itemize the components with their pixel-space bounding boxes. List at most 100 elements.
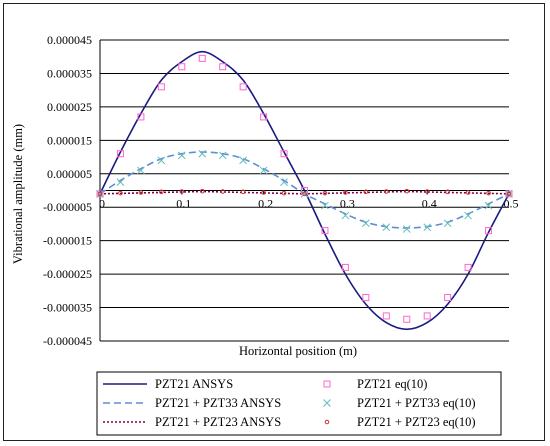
x-tick-label: 0.1 [176,197,191,211]
y-tick-label: -0.000045 [43,334,92,348]
data-point-pzt21-pzt33-eq-10 [198,149,207,158]
data-point-pzt21-eq-10 [116,150,124,158]
x-axis-title: Horizontal position (m) [239,344,357,358]
data-point-pzt21-pzt23-eq-10 [506,191,512,197]
data-point-pzt21-eq-10 [423,312,431,320]
data-point-pzt21-pzt33-eq-10 [137,166,145,175]
data-point-pzt21-pzt23-eq-10 [159,189,164,195]
x-tick-labels: 0 0.1 0.2 0.3 0.4 0.5 [99,197,519,211]
data-point-pzt21-pzt33-eq-10 [239,156,248,165]
legend-label-pzt21-pzt23-eq-10: PZT21 + PZT23 eq(10) [357,415,476,429]
data-point-pzt21-eq-10 [505,190,513,198]
series-markers-pzt21-pzt23-eq-10 [97,188,512,197]
data-point-pzt21-pzt23-eq-10 [220,189,225,194]
data-point-pzt21-pzt33-eq-10 [300,189,309,198]
data-point-pzt21-pzt33-eq-10 [218,151,227,160]
data-point-pzt21-pzt33-eq-10 [321,201,329,210]
data-point-pzt21-pzt23-eq-10 [179,189,185,194]
series-layer [96,50,513,331]
data-point-pzt21-pzt23-eq-10 [343,190,348,195]
y-tick-label: 0.000015 [47,133,92,147]
data-point-pzt21-pzt33-eq-10 [280,178,288,186]
y-tick-label: 0.000025 [47,100,92,114]
series-line-pzt21-ansys [99,50,510,331]
data-point-pzt21-pzt23-eq-10 [384,189,389,194]
x-tick-label: 0 [99,197,105,211]
data-point-pzt21-pzt23-eq-10 [118,190,123,196]
data-point-pzt21-pzt23-eq-10 [302,191,307,197]
data-point-pzt21-eq-10 [198,54,206,62]
data-point-pzt21-eq-10 [280,150,288,158]
data-point-pzt21-eq-10 [382,312,390,320]
x-tick-label: 0.4 [422,197,437,211]
data-point-pzt21-pzt33-eq-10 [177,151,186,160]
data-point-pzt21-pzt33-eq-10 [423,223,432,232]
data-point-pzt21-pzt23-eq-10 [97,191,103,197]
y-tick-label: 0.000045 [47,33,92,47]
legend-label-pzt21-ansys: PZT21 ANSYS [155,377,233,391]
data-point-pzt21-pzt33-eq-10 [341,211,350,220]
data-point-pzt21-pzt23-eq-10 [281,190,287,196]
data-point-pzt21-eq-10 [157,83,165,91]
data-point-pzt21-pzt33-eq-10 [361,219,370,228]
data-point-pzt21-eq-10 [464,263,472,271]
y-tick-label: 0.000035 [47,66,92,80]
data-point-pzt21-pzt33-eq-10 [96,189,104,198]
data-point-pzt21-eq-10 [96,190,104,198]
data-point-pzt21-eq-10 [362,294,370,302]
series-markers-pzt21-pzt33-eq-10 [96,149,513,233]
data-point-pzt21-eq-10 [239,83,247,91]
legend-symbol-pzt21-pzt33-eq-10 [323,399,331,407]
data-point-pzt21-pzt23-eq-10 [363,189,369,195]
data-point-pzt21-pzt33-eq-10 [259,166,268,175]
legend: PZT21 ANSYS PZT21 eq(10) PZT21 + PZT33 ANS… [96,371,502,436]
data-point-pzt21-eq-10 [178,63,186,71]
data-point-pzt21-pzt23-eq-10 [240,189,246,195]
x-tick-label: 0.2 [258,197,273,211]
data-point-pzt21-pzt23-eq-10 [404,188,410,194]
data-point-pzt21-eq-10 [485,227,493,235]
data-point-pzt21-eq-10 [260,113,268,121]
data-point-pzt21-pzt33-eq-10 [505,189,513,198]
data-point-pzt21-pzt23-eq-10 [445,189,450,195]
data-point-pzt21-eq-10 [444,294,452,302]
data-point-pzt21-pzt33-eq-10 [402,225,411,233]
y-tick-label: -0.000025 [43,267,92,281]
data-point-pzt21-pzt33-eq-10 [464,211,472,220]
y-tick-label: -0.000015 [43,234,92,248]
legend-label-pzt21-pzt23-ansys: PZT21 + PZT23 ANSYS [155,415,281,429]
y-tick-label: -0.000035 [43,301,92,315]
y-tick-labels: 0.000045 0.000035 0.000025 0.000015 0.000005… [43,33,92,348]
data-point-pzt21-pzt33-eq-10 [157,156,166,165]
legend-symbol-pzt21-eq-10 [323,380,331,388]
data-point-pzt21-pzt23-eq-10 [424,189,430,194]
data-point-pzt21-eq-10 [321,227,329,235]
data-point-pzt21-pzt23-eq-10 [465,190,471,195]
chart-frame [3,3,545,441]
data-point-pzt21-pzt33-eq-10 [484,201,493,210]
data-point-pzt21-pzt23-eq-10 [322,190,328,196]
data-point-pzt21-pzt33-eq-10 [116,178,125,186]
y-tick-label: 0.000005 [47,167,92,181]
y-tick-label: -0.000005 [43,200,92,214]
y-axis-title: Vibrational amplitude (mm) [11,124,25,264]
data-point-pzt21-eq-10 [341,263,349,271]
data-point-pzt21-pzt23-eq-10 [138,190,144,195]
data-point-pzt21-pzt33-eq-10 [382,223,391,232]
x-tick-label: 0.5 [504,197,519,211]
legend-box [96,371,502,436]
data-point-pzt21-eq-10 [137,113,145,121]
data-point-pzt21-pzt23-eq-10 [199,188,205,194]
legend-label-pzt21-eq-10: PZT21 eq(10) [357,377,427,391]
x-tick-label: 0.3 [340,197,355,211]
data-point-pzt21-pzt23-eq-10 [261,190,266,195]
legend-label-pzt21-pzt33-eq-10: PZT21 + PZT33 eq(10) [357,396,476,410]
data-point-pzt21-pzt23-eq-10 [486,190,491,196]
data-point-pzt21-pzt33-eq-10 [443,219,452,228]
legend-symbol-pzt21-pzt23-eq-10 [324,419,330,425]
data-point-pzt21-eq-10 [403,315,411,323]
legend-label-pzt21-pzt33-ansys: PZT21 + PZT33 ANSYS [155,396,281,410]
series-markers-pzt21-eq-10 [96,54,513,323]
data-point-pzt21-eq-10 [219,63,227,71]
